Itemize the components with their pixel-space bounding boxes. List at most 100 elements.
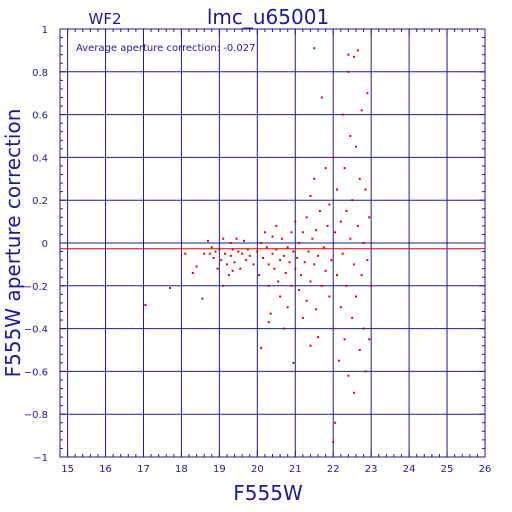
data-point	[237, 250, 240, 253]
data-point	[280, 237, 283, 240]
y-axis-label: F555W aperture correction	[1, 109, 25, 378]
data-point	[305, 299, 308, 302]
data-point	[284, 271, 287, 274]
data-point	[144, 304, 147, 307]
data-points	[144, 47, 373, 444]
data-point	[299, 274, 302, 277]
data-point	[347, 70, 350, 73]
y-tick-label: 0.8	[32, 68, 48, 79]
x-tick-label: 26	[479, 464, 492, 475]
y-tick-label: −0.6	[24, 367, 48, 378]
data-point	[311, 237, 314, 240]
data-point	[263, 231, 266, 234]
data-point	[364, 188, 367, 191]
data-point	[332, 156, 335, 159]
data-point	[201, 297, 204, 300]
data-point	[286, 306, 289, 309]
data-point	[244, 259, 247, 262]
data-point	[313, 177, 316, 180]
data-point	[279, 295, 282, 298]
average-annotation: Average aperture correction: -0.027	[76, 43, 256, 54]
data-point	[203, 252, 206, 255]
data-point	[265, 246, 268, 249]
data-point	[212, 256, 215, 259]
data-point	[243, 239, 246, 242]
x-tick-label: 15	[61, 464, 74, 475]
data-point	[339, 220, 342, 223]
data-point	[303, 261, 306, 264]
data-point	[337, 359, 340, 362]
data-point	[360, 109, 363, 112]
data-point	[341, 252, 344, 255]
data-point	[294, 267, 297, 270]
y-tick-label: 0	[42, 239, 48, 250]
y-tick-label: −0.2	[24, 282, 48, 293]
data-point	[224, 252, 227, 255]
data-point	[309, 344, 312, 347]
data-point	[267, 321, 270, 324]
data-point	[354, 145, 357, 148]
data-point	[368, 216, 371, 219]
y-tick-label: 0.2	[32, 196, 48, 207]
data-point	[206, 239, 209, 242]
data-point	[262, 256, 265, 259]
data-point	[269, 312, 272, 315]
data-point	[322, 246, 325, 249]
data-point	[248, 254, 251, 257]
data-point	[260, 346, 263, 349]
data-point	[298, 242, 301, 244]
data-point	[271, 235, 274, 238]
data-point	[343, 167, 346, 170]
data-point	[345, 284, 348, 287]
x-tick-label: 22	[327, 464, 340, 475]
data-point	[208, 252, 211, 255]
data-point	[184, 252, 187, 255]
data-point	[356, 49, 359, 52]
data-point	[229, 242, 232, 244]
data-point	[309, 194, 312, 197]
data-point	[275, 224, 278, 227]
data-point	[328, 295, 331, 298]
data-point	[366, 92, 369, 95]
data-point	[339, 306, 342, 309]
panel-label: WF2	[88, 10, 121, 28]
x-axis-ticks: 15 16 17 18 19 20 21 22 23 24 25 26	[59, 29, 492, 475]
data-point	[341, 113, 344, 116]
data-point	[334, 421, 337, 424]
data-point	[309, 280, 312, 283]
data-point	[320, 96, 323, 99]
data-point	[368, 338, 371, 341]
data-point	[267, 284, 270, 287]
data-point	[239, 267, 242, 270]
data-point	[345, 209, 348, 212]
data-point	[353, 55, 356, 58]
data-point	[315, 229, 318, 232]
data-point	[366, 259, 369, 262]
y-axis-ticks: −1 −0.8 −0.6 −0.4 −0.2 0 0.2 0.4 0.6 0.8 1	[24, 25, 485, 464]
data-point	[260, 242, 263, 244]
data-point	[222, 284, 225, 287]
data-point	[231, 269, 234, 272]
data-point	[305, 216, 308, 219]
data-point	[273, 267, 276, 270]
data-point	[332, 441, 335, 444]
data-point	[351, 316, 354, 319]
data-point	[324, 269, 327, 272]
data-point	[216, 267, 219, 270]
data-point	[292, 361, 295, 364]
data-point	[298, 289, 301, 292]
data-point	[356, 224, 359, 227]
data-point	[358, 177, 361, 180]
data-point	[364, 370, 367, 373]
data-point	[282, 254, 285, 257]
data-point	[354, 295, 357, 298]
data-point	[258, 274, 261, 277]
data-point	[330, 259, 333, 262]
chart-title: lmc_u65001	[207, 5, 329, 29]
data-point	[349, 135, 352, 137]
data-point	[347, 374, 350, 377]
y-tick-label: −0.8	[24, 410, 48, 421]
data-point	[315, 308, 318, 311]
data-point	[360, 274, 363, 277]
